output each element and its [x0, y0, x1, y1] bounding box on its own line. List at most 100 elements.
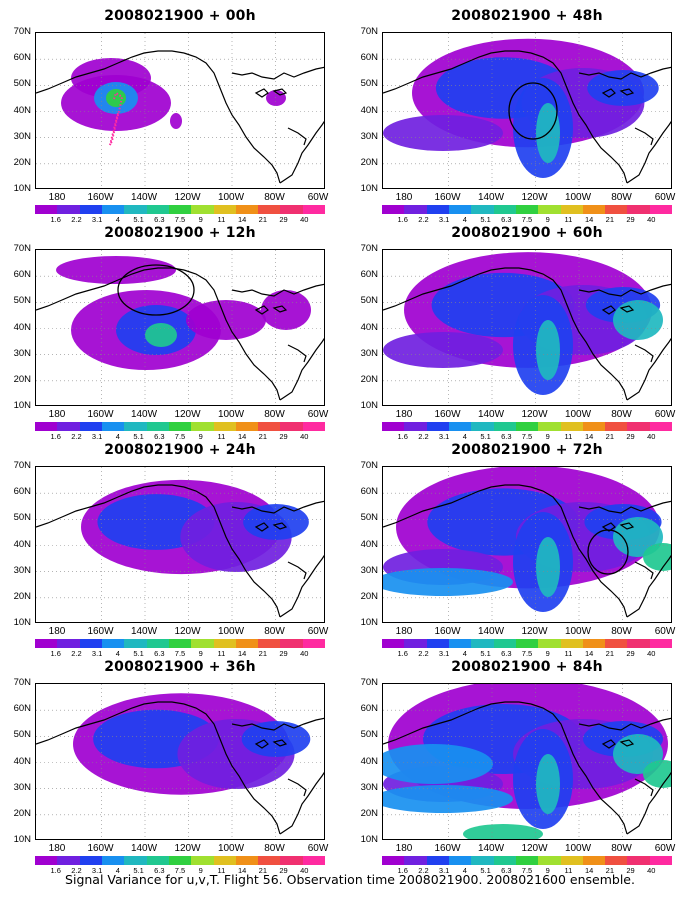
longitude-label: 140W — [130, 626, 158, 637]
coastline — [272, 305, 288, 313]
colorbar-label: 4 — [115, 866, 120, 875]
latitude-label: 60N — [360, 703, 378, 715]
panel-title: 2008021900 + 24h — [104, 442, 256, 458]
longitude-label: 120W — [521, 192, 548, 203]
colorbar-swatch — [493, 205, 516, 214]
longitude-label: 100W — [564, 843, 592, 854]
latitude-label: 40N — [13, 538, 31, 550]
colorbar-label: 40 — [300, 215, 309, 224]
longitude-label: 100W — [564, 626, 592, 637]
map-frame — [35, 466, 325, 623]
coastline — [183, 269, 281, 401]
longitude-label: 180 — [395, 843, 413, 854]
latitude-label: 50N — [13, 78, 31, 90]
variance-field-blob — [383, 744, 493, 784]
colorbar-label: 6.3 — [501, 866, 512, 875]
colorbar-swatch — [649, 856, 673, 865]
colorbar-label: 21 — [258, 649, 268, 658]
coastline — [36, 50, 185, 94]
colorbar-swatch — [515, 422, 539, 431]
longitude-label: 140W — [130, 843, 158, 854]
coastline — [601, 88, 616, 98]
colorbar-swatch — [426, 856, 449, 865]
latitude-label: 60N — [13, 703, 31, 715]
colorbar-label: 11 — [564, 215, 573, 224]
colorbar-label: 3.1 — [438, 649, 450, 658]
longitude-label: 80W — [611, 192, 632, 203]
latitude-label: 10N — [360, 183, 378, 194]
longitude-label: 100W — [217, 409, 245, 420]
latitude-label: 50N — [360, 295, 378, 307]
coastline — [619, 88, 635, 96]
colorbar-label: 5.1 — [480, 866, 491, 875]
latitude-label: 40N — [13, 104, 31, 116]
coastline — [626, 120, 671, 184]
longitude-label: 80W — [264, 409, 285, 420]
colorbar-swatch — [605, 422, 628, 431]
colorbar-swatch — [404, 205, 427, 214]
latitude-label: 10N — [13, 617, 31, 628]
variance-field-blob — [106, 89, 126, 107]
colorbar-swatch — [627, 422, 650, 431]
colorbar-label: 7.5 — [174, 866, 186, 875]
colorbar-swatch — [404, 856, 427, 865]
colorbar-label: 11 — [217, 649, 226, 658]
coastline — [578, 717, 671, 731]
variance-map — [383, 33, 671, 188]
longitude-label: 60W — [307, 626, 329, 637]
colorbar-label: 9 — [545, 215, 550, 224]
colorbar-swatch — [213, 205, 236, 214]
colorbar-label: 11 — [217, 866, 226, 875]
map-frame — [382, 683, 672, 840]
colorbar-label: 4 — [462, 866, 467, 875]
latitude-label: 20N — [13, 807, 31, 819]
map-frame — [382, 249, 672, 406]
coastline — [272, 88, 288, 96]
longitude-label: 120W — [521, 626, 548, 637]
coastline — [626, 337, 671, 401]
panel-title: 2008021900 + 84h — [451, 659, 603, 675]
forecast-panel-p00: 2008021900 + 00h 70N 60N 50N 40N 30N 20N 10N 180… — [14, 8, 329, 224]
colorbar-label: 6.3 — [154, 432, 165, 441]
colorbar-swatch — [168, 856, 192, 865]
longitude-label: 180 — [395, 192, 413, 203]
variance-field-blob — [643, 543, 671, 571]
colorbar-label: 3.1 — [438, 432, 450, 441]
coastline — [287, 561, 307, 580]
map-frame — [35, 683, 325, 840]
colorbar-label: 7.5 — [174, 649, 186, 658]
coastline — [619, 522, 635, 530]
colorbar-swatch — [235, 639, 259, 648]
colorbar-label: 29 — [626, 866, 635, 875]
colorbar-swatch — [605, 639, 628, 648]
colorbar-label: 40 — [647, 866, 656, 875]
longitude-label: 100W — [564, 409, 592, 420]
panel-title: 2008021900 + 72h — [451, 442, 603, 458]
colorbar-swatch — [213, 856, 236, 865]
longitude-label: 120W — [174, 409, 201, 420]
latitude-label: 20N — [360, 156, 378, 168]
colorbar-swatch — [538, 639, 561, 648]
colorbar-swatch — [404, 639, 427, 648]
colorbar-label: 2.2 — [71, 215, 82, 224]
colorbar-label: 1.6 — [50, 649, 61, 658]
longitude-label: 140W — [130, 192, 158, 203]
longitude-label: 80W — [611, 626, 632, 637]
colorbar — [35, 856, 326, 865]
latitude-label: 60N — [13, 52, 31, 64]
latitude-label: 70N — [360, 26, 378, 37]
colorbar-label: 3.1 — [91, 215, 103, 224]
forecast-panel-p24: 2008021900 + 24h 70N 60N 50N 40N 30N 20N 10N 180… — [14, 442, 329, 658]
colorbar-swatch — [649, 422, 673, 431]
colorbar-swatch — [280, 205, 303, 214]
colorbar-label: 6.3 — [501, 432, 512, 441]
latitude-label: 30N — [360, 347, 378, 359]
latitude-label: 70N — [13, 26, 31, 37]
variance-field-blob — [241, 721, 311, 757]
longitude-label: 100W — [217, 192, 245, 203]
colorbar-swatch — [538, 205, 561, 214]
coastline — [634, 127, 654, 146]
map-frame — [35, 32, 325, 189]
colorbar-swatch — [538, 856, 561, 865]
variance-field-blob — [587, 70, 659, 106]
